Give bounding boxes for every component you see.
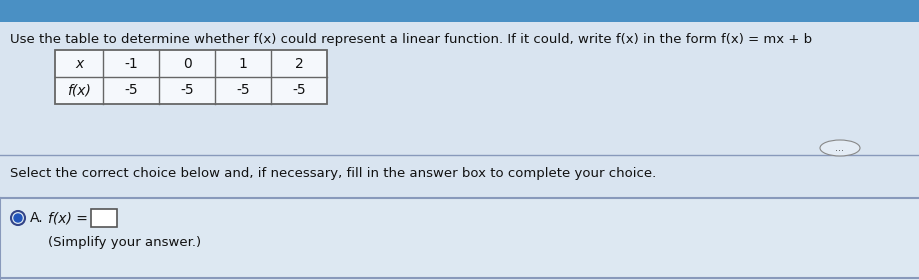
Circle shape bbox=[14, 214, 22, 222]
Text: 2: 2 bbox=[295, 57, 303, 71]
Text: x: x bbox=[74, 57, 83, 71]
Text: Select the correct choice below and, if necessary, fill in the answer box to com: Select the correct choice below and, if … bbox=[10, 167, 656, 180]
Text: -5: -5 bbox=[124, 83, 138, 97]
Ellipse shape bbox=[820, 140, 860, 156]
Text: f(x) =: f(x) = bbox=[48, 211, 92, 225]
Bar bbox=[55, 50, 327, 104]
Text: A.: A. bbox=[30, 211, 43, 225]
Bar bbox=[91, 209, 117, 227]
Text: -1: -1 bbox=[124, 57, 138, 71]
Text: f(x): f(x) bbox=[67, 83, 91, 97]
Text: 1: 1 bbox=[239, 57, 247, 71]
Text: ...: ... bbox=[835, 143, 845, 153]
Text: (Simplify your answer.): (Simplify your answer.) bbox=[48, 236, 201, 249]
Bar bbox=[0, 198, 919, 280]
Bar bbox=[0, 0, 919, 22]
Text: -5: -5 bbox=[236, 83, 250, 97]
Text: -5: -5 bbox=[292, 83, 306, 97]
Text: Use the table to determine whether f(x) could represent a linear function. If it: Use the table to determine whether f(x) … bbox=[10, 33, 812, 46]
Text: 0: 0 bbox=[183, 57, 191, 71]
Text: -5: -5 bbox=[180, 83, 194, 97]
